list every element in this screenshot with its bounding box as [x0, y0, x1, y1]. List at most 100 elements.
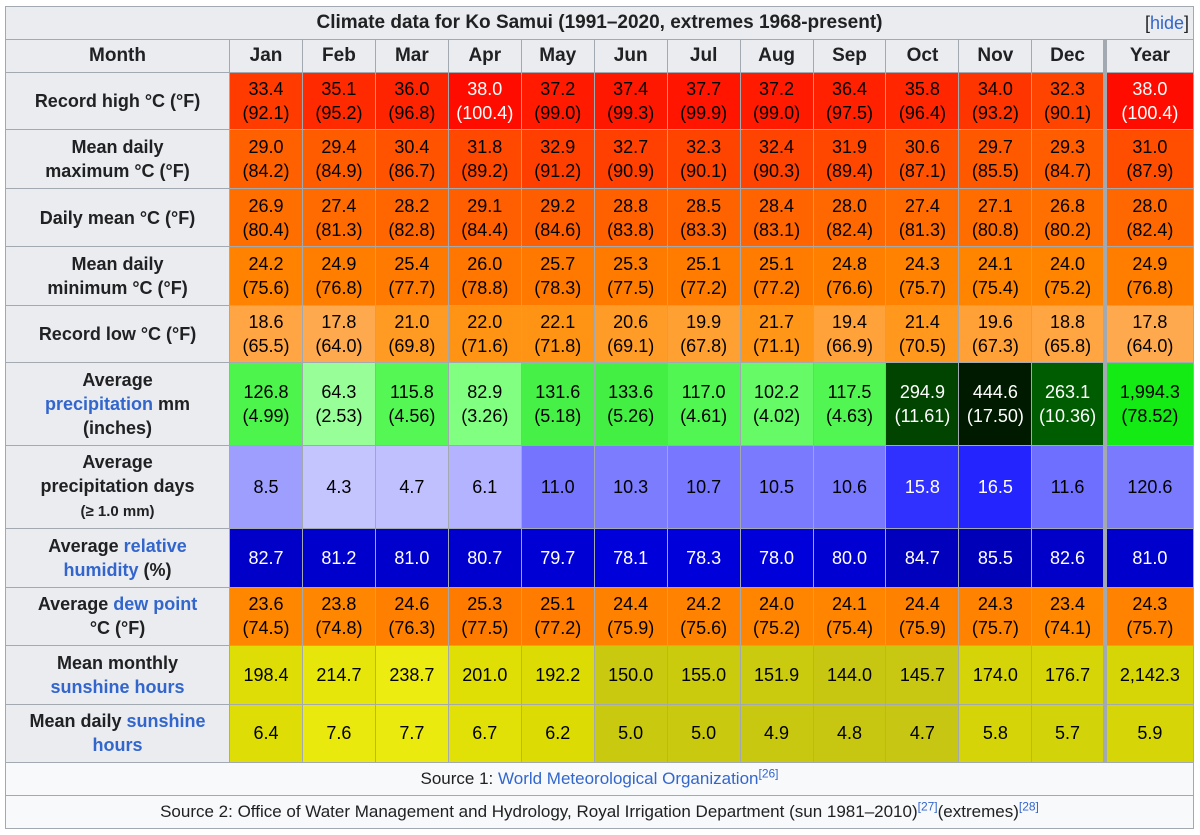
cell-value: 29.0	[248, 137, 284, 158]
cell-secondary-value: (89.4)	[825, 161, 874, 182]
cell-value: 16.5	[977, 476, 1013, 497]
cell-value: 28.4	[759, 195, 795, 216]
row-label-link[interactable]: dew point	[113, 594, 198, 615]
cell-value: 24.2	[686, 594, 722, 615]
ref-27-link[interactable]: [27]	[917, 799, 938, 814]
cell-value: 294.9	[899, 381, 945, 402]
cell-secondary-value: (75.2)	[1044, 277, 1092, 298]
cell-value: 21.0	[394, 311, 430, 332]
data-cell: 102.2 (4.02)	[739, 362, 814, 446]
cell-secondary-value: (78.52)	[1121, 405, 1179, 426]
row-label-avg-relative-humidity: Average relative humidity (%)	[4, 528, 231, 588]
data-cell: 294.9 (11.61)	[885, 362, 960, 446]
cell-secondary-value: (83.1)	[753, 219, 801, 240]
cell-secondary-value: (75.6)	[242, 277, 290, 298]
cell-value: 5.7	[1055, 723, 1081, 744]
cell-secondary-value: (95.2)	[315, 103, 363, 124]
data-cell: 7.7	[374, 703, 449, 764]
row-label-link[interactable]: precipitation	[45, 393, 154, 414]
row-label-text: °C (°F)	[89, 618, 146, 639]
cell-secondary-value: (77.2)	[753, 277, 801, 298]
cell-secondary-value: (85.5)	[971, 161, 1019, 182]
cell-secondary-value: (75.6)	[680, 618, 728, 639]
data-cell: 27.4 (81.3)	[885, 187, 960, 248]
cell-value: 102.2	[754, 381, 800, 402]
cell-value: 29.3	[1050, 137, 1086, 158]
data-cell: 4.7	[374, 444, 449, 530]
month-header-aug: Aug	[739, 39, 814, 73]
data-cell: 23.4 (74.1)	[1031, 586, 1106, 647]
data-cell: 6.2	[520, 703, 595, 764]
row-label-text: Mean monthly	[57, 652, 179, 673]
source1-row: Source 1: World Meteorological Organizat…	[5, 762, 1194, 796]
row-label-link[interactable]: relative	[123, 535, 187, 556]
data-cell: 24.9 (76.8)	[301, 246, 376, 306]
ref-28-link[interactable]: [28]	[1018, 799, 1039, 814]
cell-secondary-value: (77.7)	[388, 277, 436, 298]
cell-value: 82.9	[467, 381, 503, 402]
month-header-jan: Jan	[229, 39, 303, 73]
row-label-link[interactable]: humidity	[63, 559, 139, 580]
cell-value: 24.1	[831, 594, 868, 615]
cell-secondary-value: (87.9)	[1126, 161, 1174, 182]
source-2: Source 2: Office of Water Management and…	[5, 795, 1194, 829]
cell-secondary-value: (80.2)	[1044, 219, 1092, 240]
hide-link[interactable]: hide	[1149, 13, 1184, 33]
data-cell: 32.3 (90.1)	[1031, 71, 1106, 131]
cell-secondary-value: (75.4)	[825, 618, 874, 639]
data-cell: 32.4 (90.3)	[739, 129, 814, 189]
row-label-link[interactable]: sunshine hours	[50, 676, 185, 697]
cell-value: 25.1	[759, 253, 795, 274]
cell-value: 150.0	[608, 664, 654, 685]
data-cell: 10.7	[666, 444, 741, 530]
cell-secondary-value: (82.4)	[825, 219, 874, 240]
cell-secondary-value: (99.0)	[753, 103, 801, 124]
cell-value: 28.5	[686, 195, 722, 216]
data-cell: 25.1 (77.2)	[739, 246, 814, 306]
row-mean-daily-max: Mean daily maximum °C (°F) 29.0 (84.2) 29.4…	[4, 129, 1194, 189]
cell-value: 28.8	[613, 195, 649, 216]
row-label-text: Average	[82, 451, 153, 472]
row-label-link[interactable]: hours	[92, 735, 143, 756]
cell-value: 27.1	[977, 195, 1013, 216]
data-cell: 24.3 (75.7)	[958, 586, 1033, 647]
cell-secondary-value: (66.9)	[825, 335, 874, 356]
cell-secondary-value: (75.7)	[1126, 618, 1174, 639]
row-mean-daily-min: Mean daily minimum °C (°F) 24.2 (75.6) 24.9…	[4, 246, 1194, 306]
cell-value: 4.7	[399, 476, 425, 497]
cell-value: 32.4	[759, 137, 795, 158]
row-label-link[interactable]: sunshine	[126, 711, 206, 732]
data-cell: 28.0 (82.4)	[1102, 187, 1194, 248]
data-cell: 81.2	[301, 528, 376, 588]
cell-value: 25.3	[467, 594, 503, 615]
wmo-link[interactable]: World Meteorological Organization	[498, 769, 759, 788]
data-cell: 24.4 (75.9)	[885, 586, 960, 647]
cell-secondary-value: (4.02)	[753, 405, 801, 426]
cell-value: 80.0	[831, 547, 868, 568]
data-cell: 32.9 (91.2)	[520, 129, 595, 189]
data-cell: 27.4 (81.3)	[301, 187, 376, 248]
row-mean-daily-sunshine: Mean daily sunshine hours 6.4 7.6 7.7 6.7 6.2 5…	[4, 703, 1194, 764]
data-cell: 36.4 (97.5)	[812, 71, 887, 131]
cell-value: 24.2	[248, 253, 284, 274]
data-cell: 22.0 (71.6)	[447, 304, 522, 364]
data-cell: 25.7 (78.3)	[520, 246, 595, 306]
source2-row: Source 2: Office of Water Management and…	[5, 795, 1194, 829]
data-cell: 24.0 (75.2)	[1031, 246, 1106, 306]
data-cell: 19.4 (66.9)	[812, 304, 887, 364]
hide-bracket-right: ]	[1183, 13, 1189, 33]
data-cell: 25.3 (77.5)	[593, 246, 668, 306]
cell-value: 10.3	[613, 476, 649, 497]
data-cell: 25.1 (77.2)	[666, 246, 741, 306]
data-cell: 18.8 (65.8)	[1031, 304, 1106, 364]
data-cell: 126.8 (4.99)	[229, 362, 303, 446]
cell-value: 21.7	[759, 311, 795, 332]
ref-26-link[interactable]: [26]	[758, 766, 779, 781]
data-cell: 34.0 (93.2)	[958, 71, 1033, 131]
cell-secondary-value: (96.8)	[388, 103, 436, 124]
data-cell: 23.6 (74.5)	[229, 586, 303, 647]
data-cell: 82.6	[1031, 528, 1106, 588]
data-cell: 30.6 (87.1)	[885, 129, 960, 189]
data-cell: 37.2 (99.0)	[739, 71, 814, 131]
table-title: Climate data for Ko Samui (1991–2020, ex…	[316, 12, 883, 33]
